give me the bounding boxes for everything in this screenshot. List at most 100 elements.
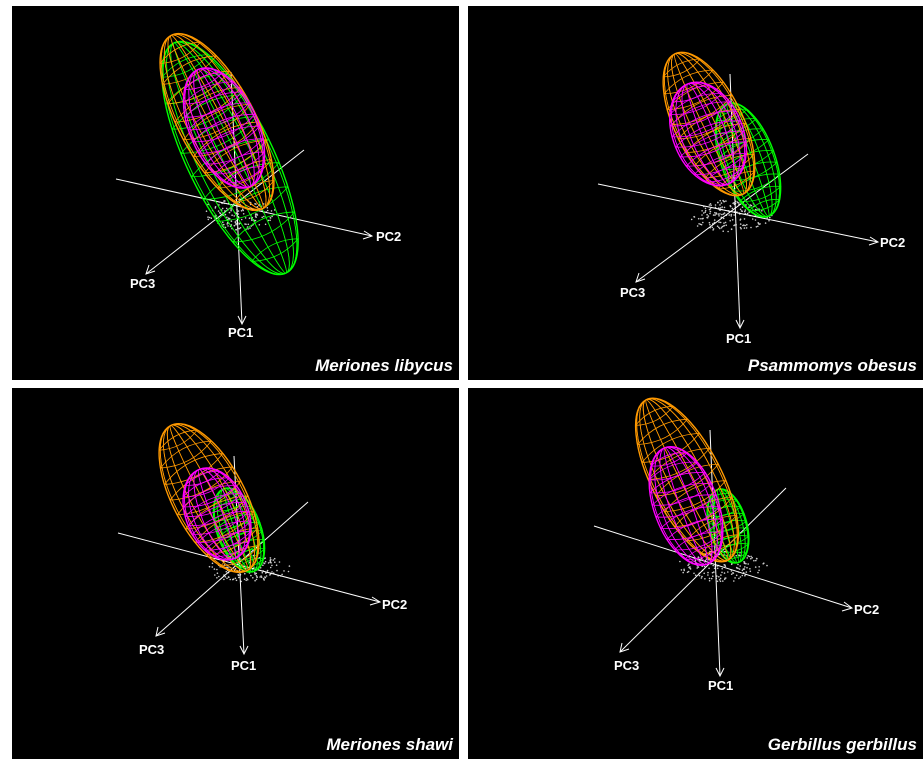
specimen-point (757, 571, 759, 574)
specimen-point (234, 577, 237, 580)
specimen-point (738, 577, 740, 580)
pc1-arrowhead (715, 667, 725, 678)
magenta-ellipsoid (648, 446, 724, 566)
pc2-label: PC2 (854, 602, 879, 617)
specimen-point (758, 566, 760, 568)
specimen-point (230, 208, 232, 210)
specimen-point (751, 556, 753, 559)
specimen-point (244, 217, 247, 219)
specimen-point (721, 213, 723, 216)
species-title: Gerbillus gerbillus (767, 735, 917, 754)
specimen-point (265, 572, 267, 574)
ellipsoid-parallel (726, 161, 778, 181)
specimen-point (271, 564, 273, 567)
specimen-point (679, 560, 681, 563)
specimen-point (222, 221, 224, 224)
specimen-point (712, 575, 714, 577)
specimen-point (764, 222, 767, 224)
specimen-point (207, 216, 209, 218)
specimen-point (750, 555, 752, 558)
specimen-point (708, 204, 711, 206)
specimen-point (249, 227, 251, 229)
specimen-point (233, 224, 236, 227)
ellipsoid-parallel (162, 55, 218, 85)
pc2-arrowhead (369, 596, 382, 606)
specimen-point (217, 210, 220, 212)
ellipsoid-parallel (185, 471, 221, 486)
ellipsoid-parallel (666, 81, 725, 111)
ellipsoid-parallel (185, 495, 249, 530)
specimen-point (283, 570, 285, 572)
specimen-point (269, 217, 272, 219)
ellipsoid-parallel (655, 494, 717, 518)
ellipsoid-parallel (225, 539, 265, 554)
pc3-arrowhead (619, 642, 630, 653)
specimen-point (245, 579, 247, 582)
chart-panel-psammomys-obesus: PC1 PC2 PC3 Psammomys obesus (468, 6, 923, 380)
specimen-point (731, 207, 734, 210)
specimen-point (687, 570, 690, 573)
ellipsoid-meridian (163, 33, 271, 211)
specimen-point (263, 562, 265, 564)
specimen-point (743, 561, 746, 563)
specimen-point (720, 574, 722, 576)
specimen-point (708, 221, 711, 224)
pc1-arrowhead (735, 319, 745, 330)
ellipsoid-parallel (184, 493, 243, 517)
specimen-point (701, 575, 703, 578)
species-title: Psammomys obesus (747, 356, 917, 375)
specimen-point (710, 577, 713, 580)
ellipsoid-parallel (183, 81, 235, 105)
orange-ellipsoid (159, 32, 275, 212)
specimen-point (722, 580, 724, 582)
specimen-point (689, 568, 692, 570)
specimen-point (705, 558, 708, 560)
chart-panel-meriones-shawi: PC1 PC2 PC3 Meriones shawi (12, 388, 459, 759)
specimen-point (247, 228, 249, 230)
ellipsoid-parallel (225, 166, 265, 184)
specimen-point (221, 207, 224, 210)
specimen-point (224, 576, 227, 578)
specimen-point (274, 561, 276, 563)
ellipsoid-parallel (198, 125, 261, 154)
specimen-point (718, 221, 720, 223)
specimen-point (717, 213, 720, 215)
specimen-point (735, 554, 737, 557)
specimen-point (244, 223, 246, 225)
specimen-point (265, 575, 268, 577)
ellipsoid-parallel (161, 54, 210, 78)
specimen-point (749, 568, 751, 570)
ellipsoid-meridian (160, 33, 274, 211)
specimen-point (707, 215, 710, 217)
specimen-point (694, 574, 697, 576)
ellipsoid-parallel (748, 199, 781, 212)
pc3-axis (619, 487, 787, 653)
pca-3d-plot: PC1 PC2 PC3 (593, 397, 879, 693)
pc3-label: PC3 (614, 658, 639, 673)
specimen-point (261, 216, 263, 219)
specimen-point (696, 225, 699, 227)
specimen-point (713, 219, 716, 221)
specimen-point (731, 219, 734, 221)
specimen-point (745, 562, 747, 565)
specimen-point (748, 206, 750, 208)
specimen-point (697, 566, 700, 568)
specimen-point (723, 206, 726, 209)
specimen-point (230, 224, 233, 226)
specimen-point (750, 204, 753, 207)
ellipsoid-meridian (663, 447, 709, 565)
specimen-point (254, 219, 257, 222)
ellipsoid-parallel (187, 501, 247, 527)
specimen-point (722, 217, 725, 220)
ellipsoid-parallel (686, 514, 738, 542)
specimen-point (730, 213, 733, 216)
specimen-point (730, 228, 733, 231)
chart-panel-meriones-libycus: PC1 PC2 PC3 Meriones libycus (12, 6, 459, 380)
specimen-point (226, 216, 228, 219)
specimen-point (719, 207, 722, 209)
specimen-point (709, 550, 711, 553)
specimen-point (751, 218, 754, 220)
specimen-point (706, 213, 708, 216)
ellipsoid-parallel (164, 453, 224, 485)
specimen-point (755, 226, 758, 228)
